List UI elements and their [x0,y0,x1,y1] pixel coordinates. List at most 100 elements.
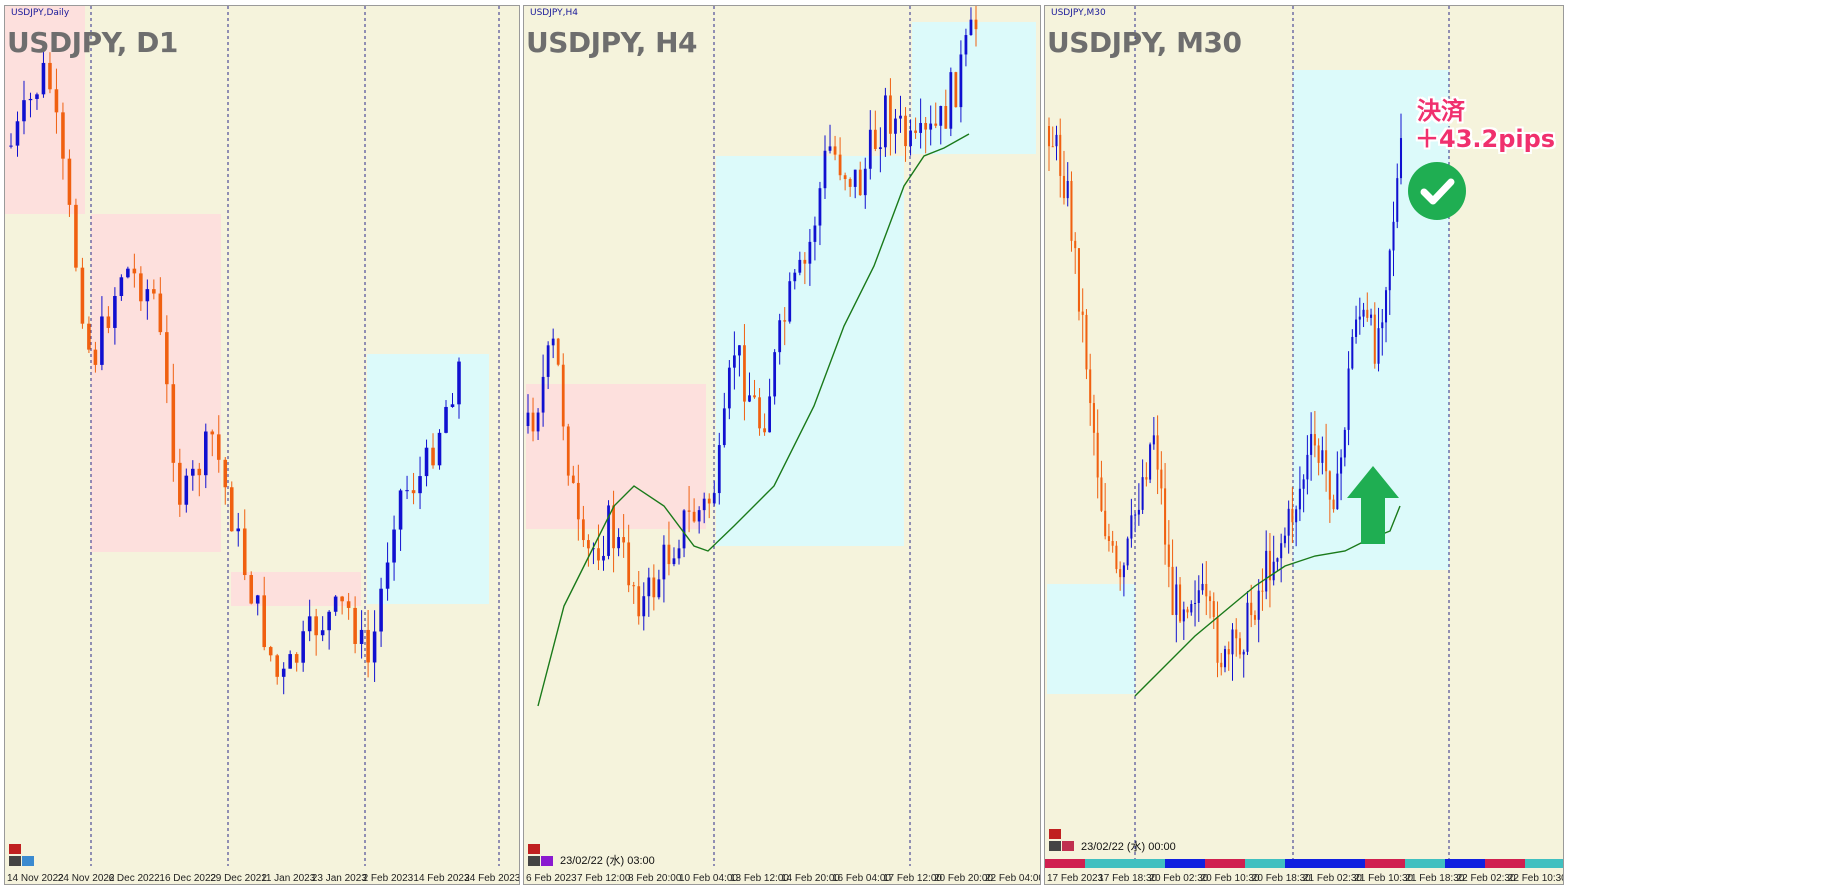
candle-body [551,338,555,346]
candle-body [1047,126,1051,147]
candle-body [1280,543,1283,559]
candle-body [889,95,892,134]
candle-body [763,428,766,433]
candle-body [1298,488,1301,510]
candle-body [969,19,973,36]
candle-body [93,349,98,365]
candle-body [145,289,150,302]
candle-body [450,404,455,407]
panel-toggle-icon[interactable] [528,856,540,866]
panel-toggle-icon[interactable] [9,856,21,866]
candle-body [607,505,610,556]
candle-body [1216,616,1219,663]
candle-body [223,459,228,488]
candle-body [1190,603,1193,613]
candle-body [1160,469,1163,489]
date-tick-label: 13 Feb 12:00 [730,873,789,884]
candle-body [171,384,176,463]
candle-body [1272,561,1275,581]
candle-body [1336,473,1339,510]
candle-body [909,130,912,147]
candle-body [126,268,130,278]
panel-control-icon[interactable] [1049,829,1061,839]
candle-body [612,505,615,549]
candle-body [411,490,416,494]
candle-body [301,631,305,663]
candle-body [1302,479,1305,489]
candle-body [813,225,817,242]
date-tick-label: 14 Feb 20:00 [781,873,840,884]
candlestick-chart-h4 [526,6,1036,866]
candle-body [964,35,968,55]
candle-body [1377,328,1380,364]
panel-title: USDJPY, M30 [1047,26,1242,59]
candle-body [1276,558,1279,562]
session-strip-segment [1405,859,1445,868]
panel-toggle-icon[interactable] [22,856,34,866]
candle-body [9,145,13,147]
candle-body [242,528,247,576]
candle-body [398,490,403,530]
candle-body [1205,583,1208,597]
candle-body [1201,583,1204,591]
candle-body [15,121,20,146]
candle-body [1366,309,1369,318]
candle-body [1313,434,1316,446]
candle-body [437,432,442,466]
session-strip-segment [1245,859,1285,868]
candle-body [863,168,867,196]
candle-body [1070,180,1073,241]
candle-body [717,445,721,494]
candle-body [366,629,370,663]
panel-symbol-label: USDJPY,H4 [530,8,578,18]
candle-body [28,98,33,101]
candle-body [288,654,292,669]
panel-toggle-icon[interactable] [541,856,553,866]
candle-body [139,273,143,302]
candle-body [1231,629,1234,655]
candle-body [294,654,299,663]
candle-body [904,115,907,147]
session-strip-segment [1485,859,1525,868]
panel-control-icon[interactable] [9,844,21,854]
date-tick-label: 6 Feb 2023 [526,873,577,884]
candle-body [1388,250,1391,291]
check-circle-icon [1408,162,1466,220]
panel-title: USDJPY, H4 [526,26,698,59]
chart-panel-d1[interactable]: USDJPY,Daily USDJPY, D1 14 Nov 2022 24 No… [4,5,520,885]
candle-body [1347,368,1350,430]
candle-body [788,281,792,322]
candle-body [203,431,208,476]
candle-body [346,601,351,608]
candle-body [587,540,590,549]
candle-body [100,316,104,365]
candle-body [974,19,978,30]
panel-toggle-icon[interactable] [1062,841,1074,851]
candle-body [1283,535,1286,544]
candle-body [531,412,535,432]
candle-body [67,158,72,205]
panel-toggle-icon[interactable] [1049,841,1061,851]
candle-body [667,544,671,565]
candle-body [1119,569,1122,578]
candle-body [697,510,701,522]
candle-body [54,89,59,113]
date-tick-label: 14 Nov 2022 [7,873,64,884]
candle-body [748,395,751,402]
candle-body [1182,609,1185,622]
candle-body [899,115,902,119]
panel-control-icon[interactable] [528,844,540,854]
session-strip-segment [1325,859,1365,868]
chart-panel-h4[interactable]: USDJPY,H4 USDJPY, H4 23/02/22 (水) 03:00 … [523,5,1041,885]
candle-body [152,289,156,294]
candle-body [249,575,254,604]
candle-body [677,548,681,559]
chart-panel-m30[interactable]: USDJPY,M30 USDJPY, M30 23/02/22 (水) 00:0… [1044,5,1564,885]
panel-symbol-label: USDJPY,Daily [11,8,70,18]
panel-symbol-label: USDJPY,M30 [1051,8,1106,18]
candle-body [1384,290,1388,323]
candle-body [1242,651,1245,655]
candle-body [1059,134,1062,176]
candle-body [236,528,241,532]
candle-body [637,586,641,617]
